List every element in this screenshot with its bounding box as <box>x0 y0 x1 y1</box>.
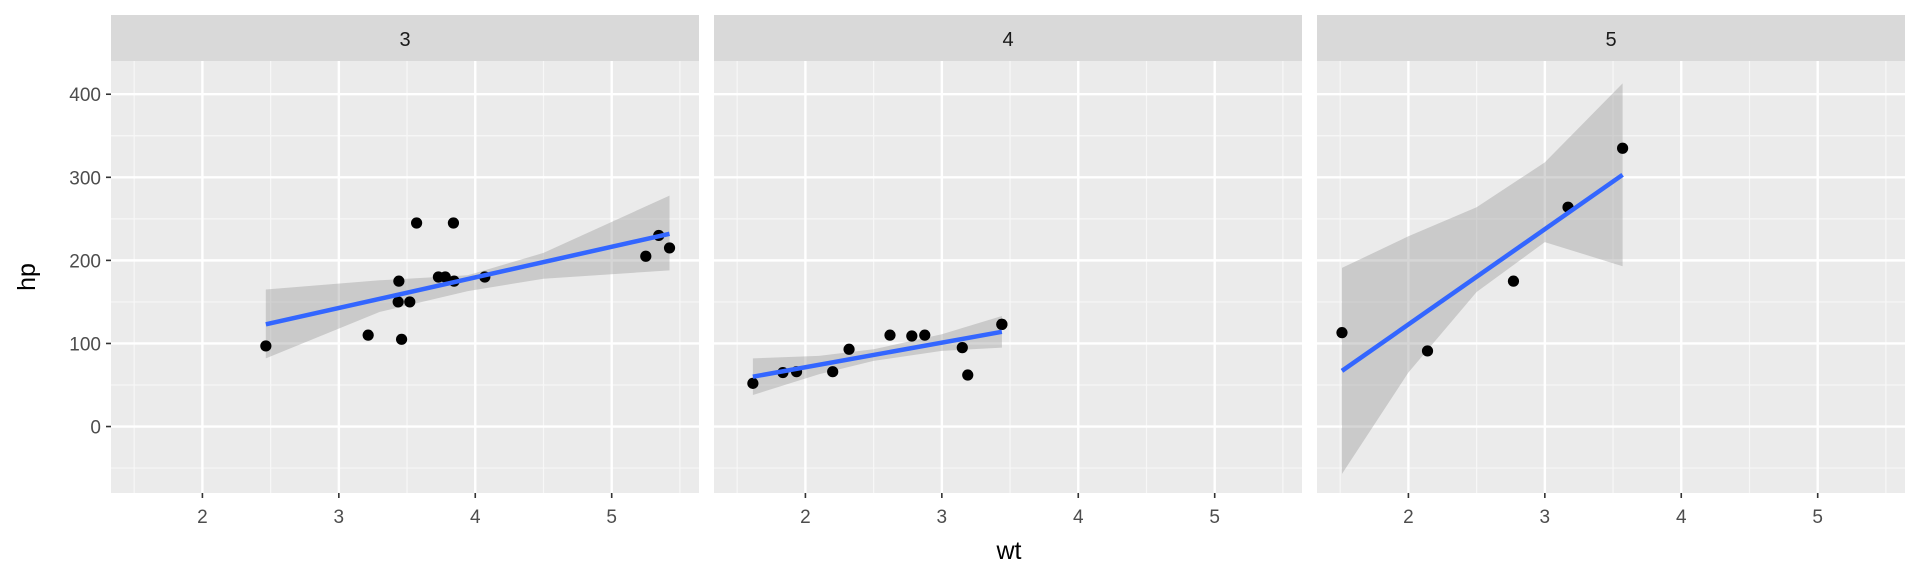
data-point <box>392 296 404 308</box>
y-tick-label: 0 <box>90 418 101 439</box>
facet-strip <box>1317 15 1905 61</box>
data-point <box>439 271 451 283</box>
y-tick-label: 200 <box>69 251 101 272</box>
x-tick-label: 4 <box>470 507 481 528</box>
facet-strip <box>714 15 1302 61</box>
regression-line <box>1340 172 1624 373</box>
facet-strip-label: 3 <box>399 29 410 51</box>
facet-panel-3: 3 2 3 4 5 <box>111 15 699 528</box>
x-tick-label: 5 <box>606 507 617 528</box>
data-point <box>663 242 676 254</box>
x-tick-label: 3 <box>334 507 345 528</box>
regression-line <box>752 329 1003 379</box>
y-axis: 0 100 200 300 400 <box>69 85 111 439</box>
data-point <box>884 329 896 341</box>
data-point <box>1336 327 1348 339</box>
data-point <box>640 250 652 262</box>
facet-strip <box>111 15 699 61</box>
x-tick-label: 2 <box>197 507 208 528</box>
data-point <box>1421 345 1434 357</box>
facet-panel-5: 5 2 3 4 5 <box>1317 15 1905 528</box>
x-tick-label: 3 <box>1540 507 1551 528</box>
data-point <box>447 217 460 229</box>
data-point <box>404 296 416 308</box>
x-tick-label: 2 <box>800 507 811 528</box>
data-point <box>843 343 855 355</box>
panel-background <box>714 61 1302 493</box>
y-tick-label: 300 <box>69 168 101 189</box>
data-point <box>906 330 918 342</box>
y-tick-label: 100 <box>69 334 101 355</box>
data-point <box>956 342 968 354</box>
x-tick-label: 2 <box>1403 507 1414 528</box>
y-tick-label: 400 <box>69 85 101 106</box>
regression-line <box>265 231 671 327</box>
data-point <box>362 329 374 341</box>
data-point <box>260 340 272 352</box>
facet-panels: 3 2 3 4 5 4 2 3 4 5 5 2 3 4 5 <box>111 15 1905 528</box>
data-point <box>919 329 931 341</box>
data-point <box>996 318 1008 330</box>
data-point <box>962 369 974 381</box>
data-point <box>1616 142 1629 154</box>
data-point <box>393 275 405 287</box>
x-tick-label: 3 <box>937 507 948 528</box>
data-point <box>1507 275 1520 287</box>
panel-background <box>1317 61 1905 493</box>
data-point <box>395 333 408 345</box>
facet-strip-label: 4 <box>1002 29 1013 51</box>
y-axis-title: hp <box>13 263 41 291</box>
x-tick-label: 5 <box>1209 507 1220 528</box>
x-tick-label: 4 <box>1676 507 1687 528</box>
facet-panel-4: 4 2 3 4 5 <box>714 15 1302 528</box>
data-point <box>410 217 423 229</box>
panel-background <box>111 61 699 493</box>
x-tick-label: 5 <box>1812 507 1823 528</box>
data-point <box>747 377 759 389</box>
confidence-band <box>1342 83 1623 474</box>
facet-strip-label: 5 <box>1605 29 1616 51</box>
data-point <box>827 366 839 378</box>
x-tick-label: 4 <box>1073 507 1084 528</box>
x-axis-title: wt <box>996 537 1022 565</box>
